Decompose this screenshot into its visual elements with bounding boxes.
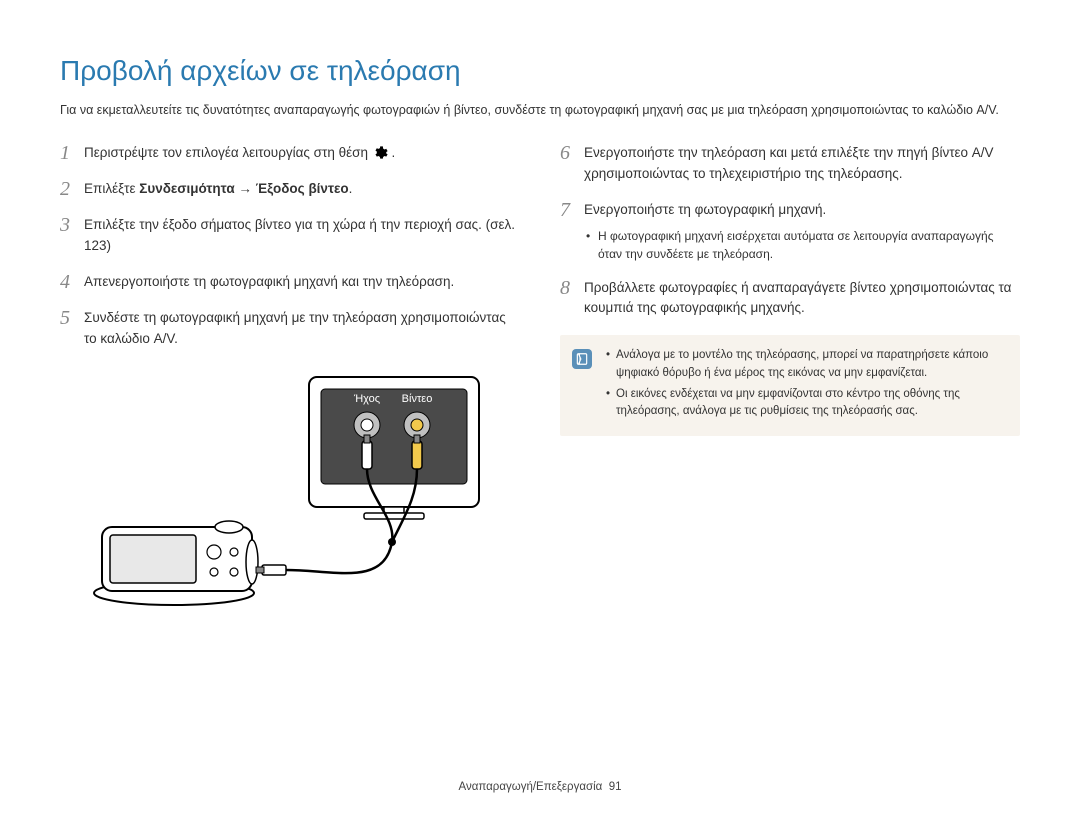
intro-text: Για να εκμεταλλευτείτε τις δυνατότητες α…: [60, 101, 1020, 120]
page-root: Προβολή αρχείων σε τηλεόραση Για να εκμε…: [0, 0, 1080, 815]
note-item: Ανάλογα με το μοντέλο της τηλεόρασης, μπ…: [606, 347, 1006, 382]
step-5: 5 Συνδέστε τη φωτογραφική μηχανή με την …: [60, 307, 520, 350]
step-2-pre: Επιλέξτε: [84, 181, 139, 196]
footer-section: Αναπαραγωγή/Επεξεργασία: [459, 781, 603, 793]
step-text: Προβάλλετε φωτογραφίες ή αναπαραγάγετε β…: [584, 277, 1020, 320]
step-text: Ενεργοποιήστε τη φωτογραφική μηχανή. Η φ…: [584, 199, 1020, 263]
step-7-main: Ενεργοποιήστε τη φωτογραφική μηχανή.: [584, 202, 826, 217]
step-text: Απενεργοποιήστε τη φωτογραφική μηχανή κα…: [84, 271, 520, 293]
page-title: Προβολή αρχείων σε τηλεόραση: [60, 55, 1020, 87]
footer-page-number: 91: [609, 781, 622, 793]
video-label: Βίντεο: [402, 393, 433, 405]
note-icon: [572, 349, 592, 369]
note-item: Οι εικόνες ενδέχεται να μην εμφανίζονται…: [606, 386, 1006, 421]
tv-icon: Ήχος Βίντεο: [309, 377, 479, 519]
step-number: 5: [60, 307, 84, 350]
step-2-bold: Συνδεσιμότητα → Έξοδος βίντεο: [139, 181, 348, 196]
step-1-prefix: Περιστρέψτε τον επιλογέα λειτουργίας στη…: [84, 145, 372, 160]
step-number: 7: [560, 199, 584, 263]
step-3: 3 Επιλέξτε την έξοδο σήματος βίντεο για …: [60, 214, 520, 257]
content-columns: 1 Περιστρέψτε τον επιλογέα λειτουργίας σ…: [60, 142, 1020, 618]
step-number: 4: [60, 271, 84, 293]
step-text: Ενεργοποιήστε την τηλεόραση και μετά επι…: [584, 142, 1020, 185]
step-2-post: .: [349, 181, 353, 196]
connection-diagram: Ήχος Βίντεο: [84, 367, 520, 617]
gear-icon: [372, 145, 388, 161]
left-column: 1 Περιστρέψτε τον επιλογέα λειτουργίας σ…: [60, 142, 520, 618]
step-number: 8: [560, 277, 584, 320]
step-number: 6: [560, 142, 584, 185]
step-7-sub: Η φωτογραφική μηχανή εισέρχεται αυτόματα…: [584, 227, 1020, 263]
step-8: 8 Προβάλλετε φωτογραφίες ή αναπαραγάγετε…: [560, 277, 1020, 320]
note-list: Ανάλογα με το μοντέλο της τηλεόρασης, μπ…: [606, 347, 1006, 420]
step-text: Επιλέξτε Συνδεσιμότητα → Έξοδος βίντεο.: [84, 178, 520, 200]
camera-icon: [94, 521, 258, 605]
step-4: 4 Απενεργοποιήστε τη φωτογραφική μηχανή …: [60, 271, 520, 293]
step-6: 6 Ενεργοποιήστε την τηλεόραση και μετά ε…: [560, 142, 1020, 185]
step-number: 3: [60, 214, 84, 257]
step-2: 2 Επιλέξτε Συνδεσιμότητα → Έξοδος βίντεο…: [60, 178, 520, 200]
camera-plug: [256, 565, 286, 575]
step-text: Περιστρέψτε τον επιλογέα λειτουργίας στη…: [84, 142, 520, 164]
step-text: Συνδέστε τη φωτογραφική μηχανή με την τη…: [84, 307, 520, 350]
step-1-suffix: .: [392, 145, 396, 160]
step-number: 1: [60, 142, 84, 164]
step-number: 2: [60, 178, 84, 200]
step-1: 1 Περιστρέψτε τον επιλογέα λειτουργίας σ…: [60, 142, 520, 164]
audio-label: Ήχος: [353, 393, 380, 405]
page-footer: Αναπαραγωγή/Επεξεργασία 91: [0, 781, 1080, 793]
step-7: 7 Ενεργοποιήστε τη φωτογραφική μηχανή. Η…: [560, 199, 1020, 263]
note-box: Ανάλογα με το μοντέλο της τηλεόρασης, μπ…: [560, 335, 1020, 436]
step-text: Επιλέξτε την έξοδο σήματος βίντεο για τη…: [84, 214, 520, 257]
right-column: 6 Ενεργοποιήστε την τηλεόραση και μετά ε…: [560, 142, 1020, 618]
